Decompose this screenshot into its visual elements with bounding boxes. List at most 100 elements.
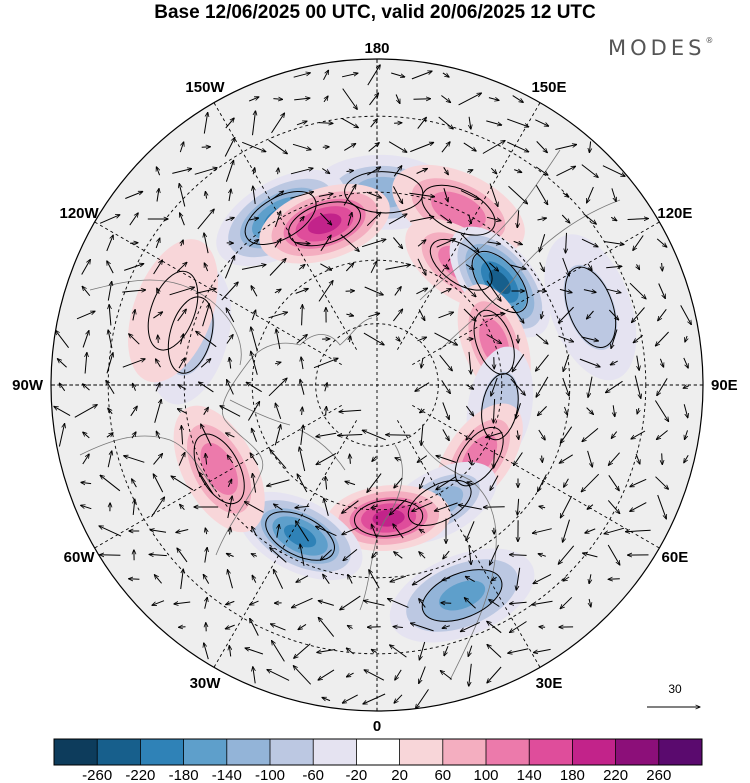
colorbar-swatch xyxy=(183,739,228,765)
wind-vector xyxy=(633,334,644,342)
wind-vector xyxy=(245,648,264,655)
wind-vector xyxy=(272,641,285,662)
wind-vector xyxy=(536,141,548,152)
colorbar-swatch xyxy=(572,739,616,765)
wind-vector xyxy=(556,166,576,177)
wind-vector xyxy=(271,113,285,134)
wind-vector xyxy=(316,526,337,537)
wind-vector xyxy=(364,601,385,606)
wind-vector xyxy=(230,528,231,535)
wind-vector xyxy=(563,354,570,372)
wind-vector xyxy=(683,386,689,388)
wind-vector xyxy=(369,570,380,589)
colorbar: -260 -220 -180 -140 -100 -60 -20 20 60 100 140 180 2… xyxy=(53,738,703,783)
wind-vector xyxy=(633,235,644,251)
wind-vector xyxy=(341,73,358,78)
wind-vector xyxy=(292,597,313,607)
wind-vector xyxy=(629,282,646,299)
wind-vector xyxy=(589,141,590,152)
wind-vector xyxy=(74,405,97,418)
wind-vector xyxy=(468,645,473,657)
anomaly-contour-fill xyxy=(372,509,405,527)
wind-vector xyxy=(57,359,67,368)
wind-vector xyxy=(157,288,159,294)
wind-vector xyxy=(587,310,594,319)
wind-vector xyxy=(54,406,71,417)
wind-vector xyxy=(205,528,206,535)
wind-vector xyxy=(274,289,281,293)
wind-vector xyxy=(364,670,385,681)
wind-vector xyxy=(535,119,548,126)
wind-vector xyxy=(124,456,145,463)
wind-vector xyxy=(637,355,639,371)
wind-vector xyxy=(469,663,472,686)
wind-vector xyxy=(106,353,113,374)
wind-vector xyxy=(300,544,305,566)
wind-vector xyxy=(608,452,620,466)
wind-vector xyxy=(347,212,352,226)
wind-vector xyxy=(460,190,479,200)
wind-vector xyxy=(538,474,547,492)
wind-vector xyxy=(509,602,527,604)
wind-vector xyxy=(566,232,567,253)
wind-vector xyxy=(250,453,259,466)
wind-vector xyxy=(370,261,377,274)
wind-vector xyxy=(156,167,159,176)
wind-vector xyxy=(107,451,112,468)
wind-vector xyxy=(227,496,232,519)
wind-vector xyxy=(587,450,593,467)
wind-vector xyxy=(271,624,286,631)
wind-vector xyxy=(81,505,92,510)
wind-vector xyxy=(464,598,476,609)
wind-vector xyxy=(458,505,482,510)
wind-vector xyxy=(582,428,599,441)
wind-vector xyxy=(55,330,69,349)
wind-vector xyxy=(438,116,454,129)
wind-vector xyxy=(434,332,458,345)
wind-vector xyxy=(508,185,528,204)
wind-vector xyxy=(149,554,167,555)
wind-vector xyxy=(417,258,426,275)
wind-vector xyxy=(267,479,290,486)
colorbar-swatch xyxy=(486,739,530,765)
wind-vector xyxy=(587,186,594,203)
wind-vector xyxy=(443,167,449,174)
colorbar-tick-label: 260 xyxy=(646,767,671,783)
wind-vector xyxy=(342,694,358,703)
wind-vector xyxy=(560,596,573,608)
wind-vector xyxy=(177,409,187,414)
wind-vector xyxy=(440,214,451,223)
wind-vector xyxy=(181,426,182,445)
wind-vector xyxy=(156,359,161,368)
wind-vector xyxy=(683,357,688,368)
wind-vector xyxy=(245,502,264,513)
wind-vector xyxy=(251,351,258,375)
wind-vector xyxy=(129,243,138,244)
wind-vector xyxy=(368,313,379,318)
wind-vector xyxy=(293,666,312,685)
anomaly-contour-line xyxy=(193,433,245,505)
wind-vector xyxy=(181,240,183,247)
wind-vector xyxy=(443,550,450,559)
wind-vector xyxy=(366,212,381,227)
wind-vector xyxy=(277,524,279,538)
wind-vector xyxy=(197,209,214,230)
anomaly-contour-line xyxy=(564,266,617,348)
wind-vector xyxy=(169,287,195,296)
wind-vector xyxy=(654,400,668,422)
wind-vector xyxy=(367,473,382,493)
longitude-label: 150E xyxy=(531,79,566,96)
wind-vector xyxy=(558,545,575,564)
wind-vector xyxy=(199,472,214,494)
wind-vector xyxy=(463,308,476,321)
wind-vector xyxy=(107,281,111,301)
wind-vector xyxy=(224,138,235,157)
wind-vector xyxy=(608,309,618,320)
wind-vector xyxy=(203,112,207,134)
wind-vector xyxy=(465,576,475,583)
wind-vector xyxy=(417,455,428,463)
colorbar-tick-label: 100 xyxy=(473,767,498,783)
wind-vector xyxy=(298,623,307,629)
wind-vector xyxy=(487,645,502,658)
wind-vector xyxy=(440,671,453,680)
